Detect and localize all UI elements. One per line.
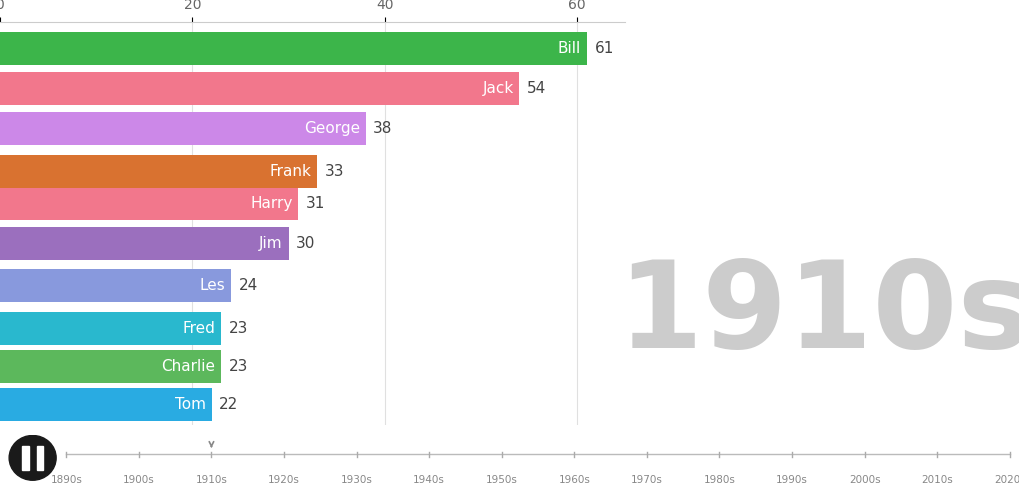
Bar bbox=[0, 32, 586, 65]
Text: 23: 23 bbox=[228, 321, 248, 335]
Bar bbox=[0, 312, 221, 345]
Text: George: George bbox=[304, 121, 360, 136]
Text: Tom: Tom bbox=[174, 397, 206, 412]
Text: 54: 54 bbox=[527, 81, 546, 96]
Text: 2000s: 2000s bbox=[848, 475, 879, 485]
Text: 24: 24 bbox=[238, 278, 258, 293]
Text: 38: 38 bbox=[373, 121, 392, 136]
Text: 1960s: 1960s bbox=[557, 475, 590, 485]
Text: Charlie: Charlie bbox=[161, 359, 215, 374]
Circle shape bbox=[9, 436, 56, 480]
Bar bbox=[0, 187, 298, 220]
Text: 1930s: 1930s bbox=[340, 475, 372, 485]
Text: 30: 30 bbox=[296, 236, 315, 251]
Text: 33: 33 bbox=[325, 164, 344, 179]
Bar bbox=[0, 155, 317, 189]
Text: 1910s: 1910s bbox=[196, 475, 227, 485]
Bar bbox=[0, 112, 365, 145]
Bar bbox=[0, 72, 519, 105]
Bar bbox=[0, 388, 211, 421]
Text: 22: 22 bbox=[219, 397, 238, 412]
Text: 1980s: 1980s bbox=[703, 475, 735, 485]
Text: 2020s: 2020s bbox=[993, 475, 1019, 485]
Bar bbox=[0, 269, 230, 302]
Bar bbox=[0, 350, 221, 383]
Text: 1890s: 1890s bbox=[50, 475, 83, 485]
Text: 1910s: 1910s bbox=[616, 255, 1019, 373]
Text: 61: 61 bbox=[594, 41, 613, 56]
Text: Fred: Fred bbox=[182, 321, 215, 335]
Text: 1990s: 1990s bbox=[775, 475, 807, 485]
Text: Harry: Harry bbox=[250, 196, 292, 211]
Text: Bill: Bill bbox=[557, 41, 581, 56]
Text: Jim: Jim bbox=[259, 236, 282, 251]
Text: 1920s: 1920s bbox=[268, 475, 300, 485]
Text: 1950s: 1950s bbox=[485, 475, 518, 485]
Text: Les: Les bbox=[199, 278, 225, 293]
Bar bbox=[37, 446, 44, 469]
Text: 1900s: 1900s bbox=[123, 475, 155, 485]
Text: 1970s: 1970s bbox=[631, 475, 662, 485]
Text: Frank: Frank bbox=[270, 164, 312, 179]
Bar bbox=[0, 227, 288, 260]
Text: 31: 31 bbox=[306, 196, 325, 211]
Text: Jack: Jack bbox=[482, 81, 514, 96]
Text: 1940s: 1940s bbox=[413, 475, 444, 485]
Text: 23: 23 bbox=[228, 359, 248, 374]
Text: 2010s: 2010s bbox=[920, 475, 952, 485]
Bar bbox=[21, 446, 29, 469]
